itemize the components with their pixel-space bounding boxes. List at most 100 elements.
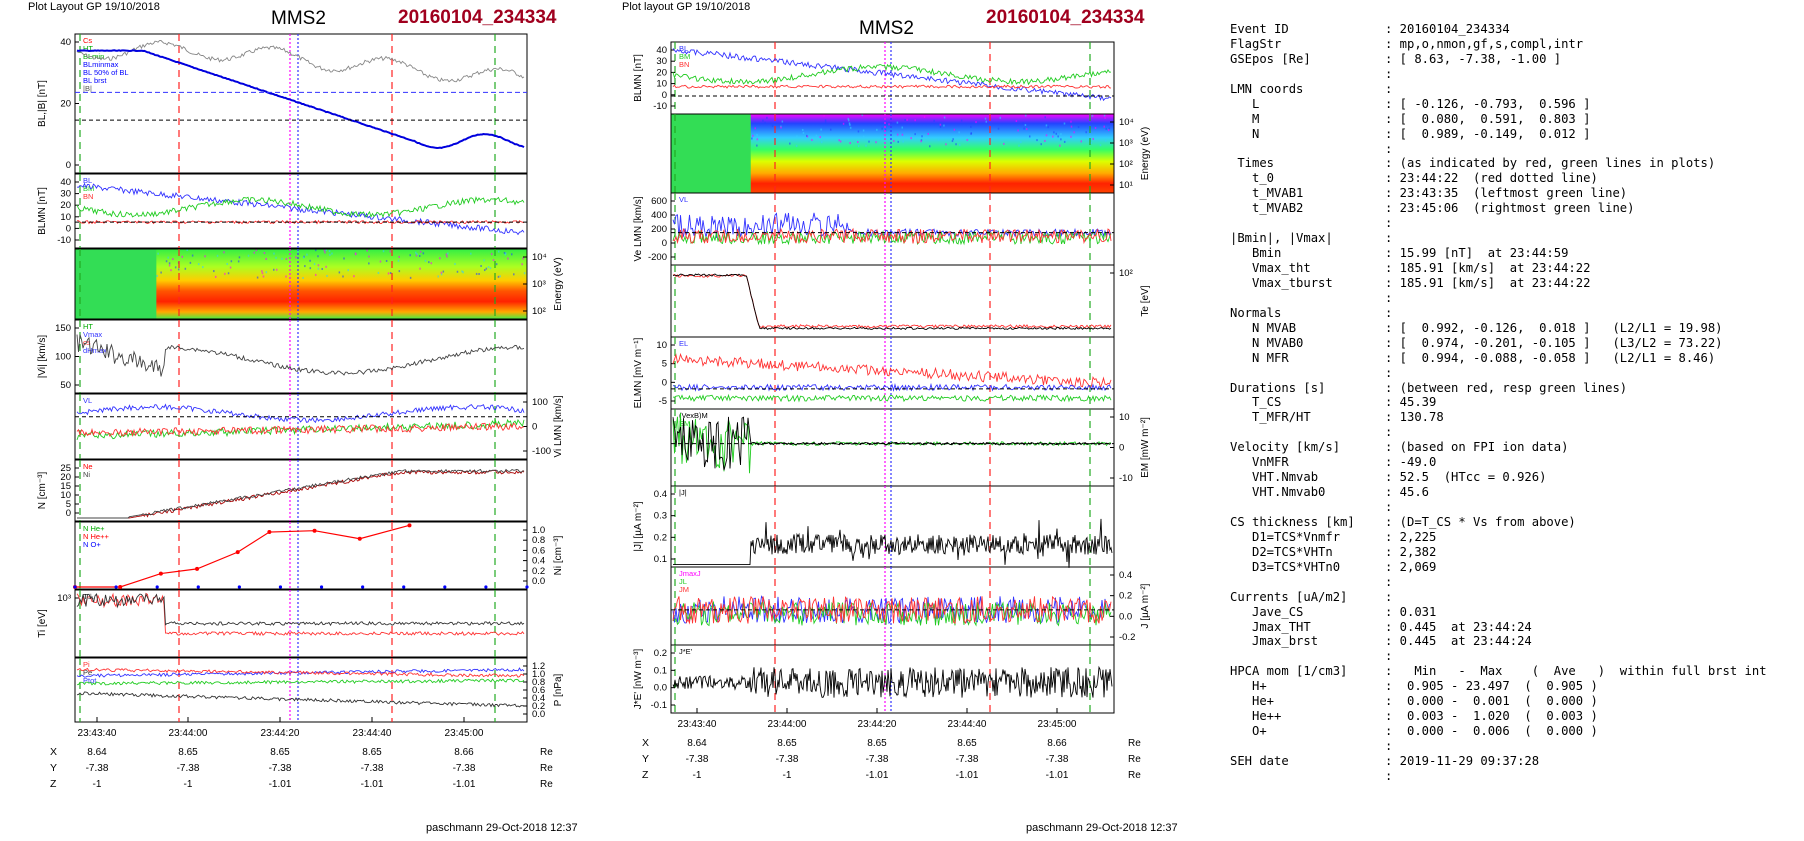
spectrogram-speck [353,275,355,278]
position-value: 8.65 [957,738,977,749]
spectrogram-speck [1085,131,1087,134]
spectrogram-speck [937,138,940,141]
y-tick-label: -5 [659,396,667,407]
spectrogram-speck [1024,124,1027,127]
spectrogram-speck [306,253,308,256]
y-tick-label: -10 [653,101,667,112]
position-value: 8.65 [270,747,290,758]
data-trace [672,352,1112,389]
spectrogram-speck [984,117,987,120]
x-tick-label: 23:43:40 [678,719,717,730]
info-value: : [1385,290,1393,305]
spectrogram-speck [945,143,947,146]
left-spacecraft-title: MMS2 [271,8,326,29]
x-tick-label: 23:44:20 [261,728,300,739]
spectrogram-speck [447,252,449,255]
info-row: He+: 0.000 - 0.001 ( 0.000 ) [1230,694,1767,709]
spectrogram-speck [893,139,895,142]
spectrogram-speck [789,142,791,145]
info-row: t_MVAB2: 23:45:06 (rightmost green line) [1230,201,1767,216]
info-key: t_0 [1230,171,1275,186]
info-row: : [1230,216,1767,231]
y-tick-label: 10² [1119,268,1133,279]
spectrogram-speck [323,249,326,252]
info-key: D1=TCS*Vnmfr [1230,529,1341,544]
spectrogram-speck [321,267,323,270]
y-tick-label: 5 [66,499,71,510]
y-tick-label: 10² [1119,159,1133,170]
position-label: Z [50,778,57,790]
spectrogram-speck [504,252,507,255]
spectrogram-speck [1044,116,1046,119]
legend-entry: BL brst [83,76,107,85]
info-key: Event ID [1230,22,1289,36]
info-row: T_MFR/HT: 130.78 [1230,410,1767,425]
spectrogram-speck [1065,139,1067,142]
y-axis-label: |Vi| [km/s] [37,335,48,379]
spectrogram-speck [862,129,865,132]
info-key: N MFR [1230,350,1289,365]
y-tick-label: 0.4 [1119,570,1132,581]
spectrogram-speck [771,124,774,127]
spectrogram-speck [503,251,506,254]
info-value: : 2019-11-29 09:37:28 [1385,753,1540,768]
position-value: -1.01 [956,770,979,781]
spectrogram-speck [247,254,250,257]
info-key: L [1230,96,1260,111]
panel-frame [670,485,1115,568]
data-point [196,585,200,589]
spectrogram-speck [281,257,283,260]
spectrogram-speck [285,257,288,260]
position-value: 8.65 [777,738,797,749]
legend-entry: JL [679,577,687,586]
spectrogram-speck [751,137,753,140]
spectrogram-speck [943,116,946,119]
spectrogram-speck [309,267,312,270]
spectrogram-speck [492,259,495,262]
info-value: : (based on FPI ion data) [1385,440,1569,455]
y-tick-label: 1.0 [532,669,545,680]
info-key: Times [1230,156,1275,171]
spectrogram-speck [430,262,433,265]
spectrogram-speck [223,251,225,254]
info-row: Currents [uA/m2]: [1230,590,1767,605]
data-point [73,585,77,589]
spectrogram-speck [847,117,850,120]
y-tick-label: 0.2 [654,648,667,659]
y-axis-label: Energy (eV) [1140,127,1151,180]
y-axis-label: Vi LMN [km/s] [553,395,564,457]
y-axis-label: BLMN [nT] [633,54,644,102]
y-tick-label: 0.2 [1119,591,1132,602]
info-row: H+: 0.905 - 23.497 ( 0.905 ) [1230,679,1767,694]
spectrogram-speck [1090,141,1093,144]
spectrogram-speck [1055,132,1058,135]
spectrogram-speck [165,260,168,263]
position-value: -1.01 [269,779,292,790]
spectrogram-speck [338,271,341,274]
spectrogram-speck [295,256,297,259]
spectrogram-speck [970,132,972,135]
info-row: T_CS: 45.39 [1230,395,1767,410]
data-point [235,550,240,555]
info-row: t_MVAB1: 23:43:35 (leftmost green line) [1230,186,1767,201]
info-row: Times: (as indicated by red, green lines… [1230,156,1767,171]
y-tick-label: 0 [66,508,71,519]
spectrogram-speck [379,260,382,263]
spectrogram-speck [923,115,926,118]
info-value: : 0.000 - 0.006 ( 0.000 ) [1385,724,1598,739]
spectrogram-speck [1077,126,1080,129]
spectrogram-speck [302,256,305,259]
spectrogram-speck [939,125,942,128]
y-tick-label: 10³ [532,279,546,290]
spectrogram-speck [368,255,370,258]
spectrogram-speck [216,254,219,257]
spectrogram-speck [167,256,169,259]
spectrogram-speck [1047,126,1049,129]
position-value: -7.38 [686,754,709,765]
info-row: Jmax_THT: 0.445 at 23:44:24 [1230,620,1767,635]
info-key: M [1230,111,1260,126]
spectrogram-speck [1040,143,1042,146]
data-trace [672,229,1112,246]
y-axis-label: P [nPa] [553,673,564,706]
data-trace [672,63,1112,86]
